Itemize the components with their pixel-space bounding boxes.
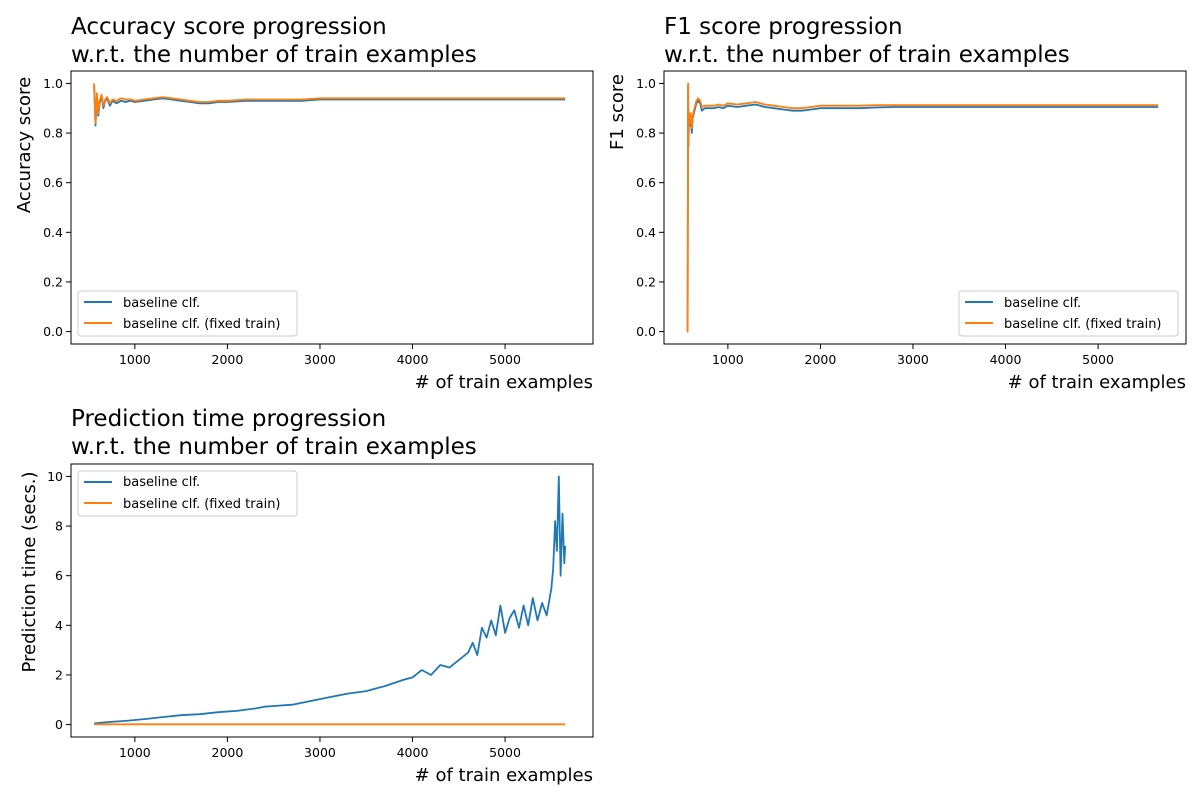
legend-label-baseline: baseline clf. bbox=[123, 296, 200, 311]
legend-box bbox=[77, 290, 298, 337]
legend-label-baseline: baseline clf. bbox=[123, 475, 200, 490]
series-line-baseline bbox=[94, 475, 567, 725]
x-tick-label: 4000 bbox=[990, 352, 1022, 367]
y-axis-label: F1 score bbox=[607, 74, 628, 150]
x-tick-label: 5000 bbox=[1082, 352, 1114, 367]
chart-title-line-2: w.r.t. the number of train examples bbox=[664, 42, 1070, 68]
y-tick-label: 0 bbox=[55, 717, 63, 732]
series-line-baseline bbox=[93, 85, 566, 127]
x-axis-label: # of train examples bbox=[415, 372, 593, 393]
x-tick-label: 1000 bbox=[119, 745, 151, 760]
legend-label-fixed-train: baseline clf. (fixed train) bbox=[1004, 317, 1162, 332]
chart-title-line-1: F1 score progression bbox=[664, 14, 903, 40]
y-tick-label: 0.8 bbox=[43, 126, 63, 141]
y-tick-label: 0.6 bbox=[43, 175, 63, 190]
f1-subplot: F1 score progression w.r.t. the number o… bbox=[607, 14, 1187, 393]
x-tick-label: 3000 bbox=[304, 745, 336, 760]
legend-box bbox=[77, 470, 298, 517]
x-tick-label: 2000 bbox=[212, 352, 244, 367]
plot-frame bbox=[70, 463, 594, 738]
y-axis-label: Prediction time (secs.) bbox=[19, 471, 40, 672]
x-tick-label: 4000 bbox=[397, 745, 429, 760]
legend-label-fixed-train: baseline clf. (fixed train) bbox=[123, 317, 281, 332]
series-line-fixed-train bbox=[93, 83, 566, 124]
y-tick-label: 4 bbox=[55, 618, 63, 633]
y-tick-label: 10 bbox=[47, 469, 63, 484]
y-axis-label: Accuracy score bbox=[14, 77, 35, 213]
y-tick-label: 0.6 bbox=[636, 175, 656, 190]
series-line-fixed-train bbox=[686, 82, 1159, 333]
plot-frame bbox=[663, 70, 1187, 345]
chart-title-line-1: Prediction time progression bbox=[71, 406, 386, 432]
legend: baseline clf. baseline clf. (fixed train… bbox=[77, 290, 298, 337]
y-tick-label: 6 bbox=[55, 568, 63, 583]
legend-label-baseline: baseline clf. bbox=[1004, 296, 1081, 311]
x-tick-label: 5000 bbox=[489, 352, 521, 367]
legend-box bbox=[958, 290, 1179, 337]
chart-title-line-2: w.r.t. the number of train examples bbox=[71, 42, 477, 68]
y-tick-label: 1.0 bbox=[43, 76, 63, 91]
chart-title-line-1: Accuracy score progression bbox=[71, 14, 387, 40]
x-tick-label: 4000 bbox=[397, 352, 429, 367]
plot-frame bbox=[70, 70, 594, 345]
x-tick-label: 5000 bbox=[489, 745, 521, 760]
accuracy-subplot: Accuracy score progression w.r.t. the nu… bbox=[14, 14, 594, 393]
y-tick-label: 0.4 bbox=[43, 225, 63, 240]
y-tick-label: 0.0 bbox=[636, 324, 656, 339]
y-tick-label: 0.2 bbox=[43, 274, 63, 289]
y-tick-label: 0.4 bbox=[636, 225, 656, 240]
legend-label-fixed-train: baseline clf. (fixed train) bbox=[123, 497, 281, 512]
y-tick-label: 2 bbox=[55, 667, 63, 682]
x-axis-label: # of train examples bbox=[415, 765, 593, 786]
y-tick-label: 1.0 bbox=[636, 76, 656, 91]
y-tick-label: 0.8 bbox=[636, 126, 656, 141]
x-tick-label: 3000 bbox=[897, 352, 929, 367]
legend: baseline clf. baseline clf. (fixed train… bbox=[77, 470, 298, 517]
legend: baseline clf. baseline clf. (fixed train… bbox=[958, 290, 1179, 337]
chart-title-line-2: w.r.t. the number of train examples bbox=[71, 434, 477, 460]
x-tick-label: 2000 bbox=[212, 745, 244, 760]
x-tick-label: 1000 bbox=[119, 352, 151, 367]
x-tick-label: 3000 bbox=[304, 352, 336, 367]
y-tick-label: 0.2 bbox=[636, 274, 656, 289]
y-tick-label: 8 bbox=[55, 519, 63, 534]
x-tick-label: 1000 bbox=[712, 352, 744, 367]
prediction-time-subplot: Prediction time progression w.r.t. the n… bbox=[19, 406, 594, 786]
y-tick-label: 0.0 bbox=[43, 324, 63, 339]
x-tick-label: 2000 bbox=[805, 352, 837, 367]
x-axis-label: # of train examples bbox=[1008, 372, 1186, 393]
